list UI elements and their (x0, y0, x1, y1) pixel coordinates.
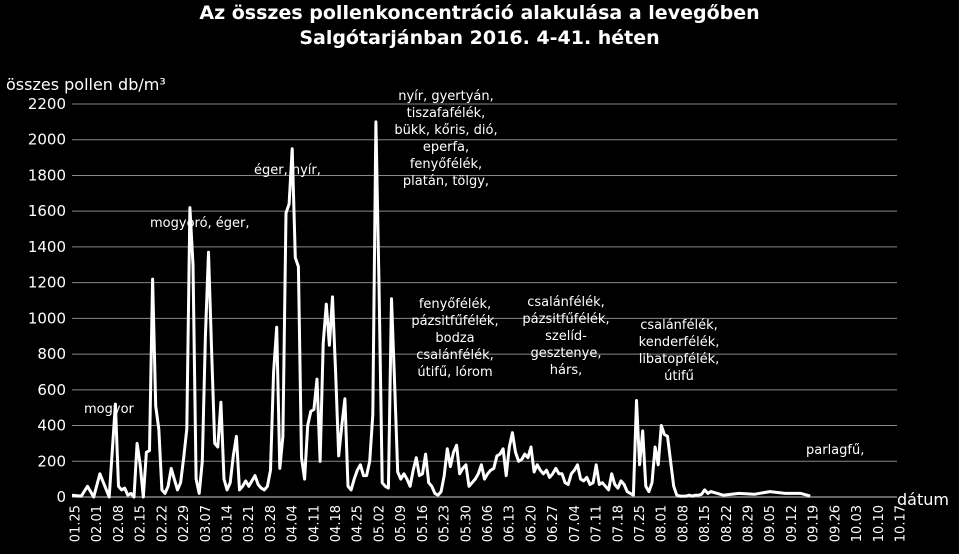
y-tick-label: 200 (37, 452, 66, 470)
y-tick-label: 1200 (28, 274, 66, 292)
annotation-line: platán, tölgy, (402, 174, 490, 189)
x-tick-label: 09.19 (807, 505, 822, 542)
x-tick-label: 03.21 (242, 505, 257, 542)
x-tick-label: 01.25 (69, 505, 84, 542)
x-tick-label: 04.18 (329, 505, 344, 542)
annotation-line: parlagfű, (806, 443, 865, 458)
x-tick-label: 06.06 (481, 505, 496, 542)
chart-title-line1: Az összes pollenkoncentráció alakulása a… (199, 2, 760, 24)
annotation-line: mogyor (84, 402, 134, 417)
x-tick-label: 08.22 (720, 505, 735, 542)
x-tick-label: 10.10 (872, 505, 887, 542)
annotation-line: pázsitfűfélék, (411, 314, 499, 329)
annotation-line: csalánfélék, (527, 295, 605, 310)
x-tick-label: 02.01 (90, 505, 105, 542)
x-tick-label: 08.01 (655, 505, 670, 542)
annotation-nyir-gyertyan: nyír, gyertyán, tiszafafélék, bükk, kőri… (386, 88, 506, 190)
annotation-line: gesztenye, (530, 346, 602, 361)
x-tick-label: 05.16 (416, 505, 431, 542)
x-tick-label: 07.18 (611, 505, 626, 542)
x-tick-label: 02.29 (177, 505, 192, 542)
x-tick-label: 03.28 (264, 505, 279, 542)
annotation-line: eperfa, (422, 140, 470, 155)
x-tick-label: 08.29 (742, 505, 757, 542)
series-line-group (71, 120, 811, 499)
x-tick-label: 05.02 (372, 505, 387, 542)
x-axis-ticks: 01.25 02.01 02.08 02.15 02.22 02.29 03.07 03.14… (69, 505, 909, 542)
x-tick-label: 04.11 (307, 505, 322, 542)
annotation-line: éger, nyír, (254, 163, 321, 178)
y-tick-label: 2200 (28, 95, 66, 113)
annotation-line: fenyőfélék, (418, 297, 492, 312)
annotation-line: útifű, lórom (417, 365, 493, 380)
x-tick-label: 05.23 (438, 505, 453, 542)
x-tick-label: 04.04 (286, 505, 301, 542)
x-tick-label: 09.12 (785, 505, 800, 542)
y-tick-label: 1800 (28, 166, 66, 184)
y-axis-ticks: 0 200 400 600 800 1000 1200 1400 1600 1800 2000 220… (28, 95, 66, 506)
annotation-parlagfu: parlagfű, (806, 442, 864, 459)
annotation-mogyoro: mogyor (84, 401, 134, 418)
annotation-line: csalánfélék, (640, 318, 718, 333)
annotation-line: fenyőfélék, (409, 157, 483, 172)
x-tick-label: 03.07 (199, 505, 214, 542)
annotation-line: kenderfélék, (638, 335, 720, 350)
annotation-csalanfelek-2: csalánfélék, kenderfélék, libatopfélék, … (624, 317, 734, 385)
x-tick-label: 08.15 (698, 505, 713, 542)
annotation-line: bükk, kőris, dió, (394, 123, 498, 138)
y-tick-label: 1400 (28, 238, 66, 256)
x-tick-label: 02.08 (112, 505, 127, 542)
series-line (71, 120, 811, 499)
annotation-line: libatopfélék, (638, 352, 720, 367)
x-tick-label: 09.05 (763, 505, 778, 542)
x-tick-label: 04.25 (351, 505, 366, 542)
x-axis-label: dátum (897, 490, 949, 509)
annotation-line: nyír, gyertyán, (398, 89, 494, 104)
annotation-line: csalánfélék, (416, 348, 494, 363)
x-tick-label: 06.27 (546, 505, 561, 542)
annotation-mogyoro-eger: mogyoró, éger, (150, 215, 250, 232)
annotation-eger-nyir: éger, nyír, (254, 162, 321, 179)
annotation-csalanfelek-1: csalánfélék, pázsitfűfélék, szelíd- gesz… (511, 294, 621, 379)
y-tick-label: 1600 (28, 202, 66, 220)
x-tick-label: 10.03 (850, 505, 865, 542)
x-tick-label: 07.25 (633, 505, 648, 542)
x-tick-label: 07.11 (590, 505, 605, 542)
annotation-line: hárs, (549, 363, 583, 378)
y-axis-label: összes pollen db/m³ (6, 75, 166, 94)
annotation-line: mogyoró, éger, (150, 216, 250, 231)
y-tick-label: 800 (37, 345, 66, 363)
x-tick-label: 10.17 (894, 505, 909, 542)
y-tick-label: 1000 (28, 309, 66, 327)
x-tick-label: 05.30 (459, 505, 474, 542)
y-tick-label: 400 (37, 417, 66, 435)
x-tick-label: 06.20 (524, 505, 539, 542)
annotation-line: pázsitfűfélék, (522, 312, 610, 327)
x-tick-label: 06.13 (503, 505, 518, 542)
y-tick-label: 2000 (28, 131, 66, 149)
y-tick-label: 600 (37, 381, 66, 399)
x-tick-label: 02.15 (134, 505, 149, 542)
annotation-line: útifű (664, 369, 694, 384)
annotation-line: szelíd- (545, 329, 587, 344)
chart-title-line2: Salgótarjánban 2016. 4-41. héten (299, 27, 660, 49)
x-tick-label: 09.26 (828, 505, 843, 542)
y-tick-label: 0 (56, 488, 66, 506)
x-tick-label: 08.08 (676, 505, 691, 542)
x-tick-label: 07.04 (568, 505, 583, 542)
annotation-line: tiszafafélék, (406, 106, 486, 121)
annotation-line: bodza (435, 331, 475, 346)
x-tick-label: 03.14 (220, 505, 235, 542)
x-tick-label: 02.22 (155, 505, 170, 542)
annotation-fenyofelek: fenyőfélék, pázsitfűfélék, bodza csalánf… (400, 296, 510, 381)
x-tick-label: 05.09 (394, 505, 409, 542)
